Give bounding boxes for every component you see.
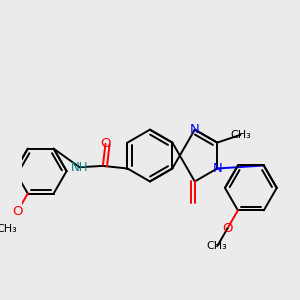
Text: N: N <box>212 162 222 175</box>
Text: NH: NH <box>71 161 88 174</box>
Text: CH₃: CH₃ <box>230 130 251 140</box>
Text: O: O <box>222 222 233 235</box>
Text: N: N <box>190 123 200 136</box>
Text: CH₃: CH₃ <box>0 224 17 234</box>
Text: O: O <box>100 137 111 150</box>
Text: O: O <box>12 205 22 218</box>
Text: CH₃: CH₃ <box>207 241 228 251</box>
